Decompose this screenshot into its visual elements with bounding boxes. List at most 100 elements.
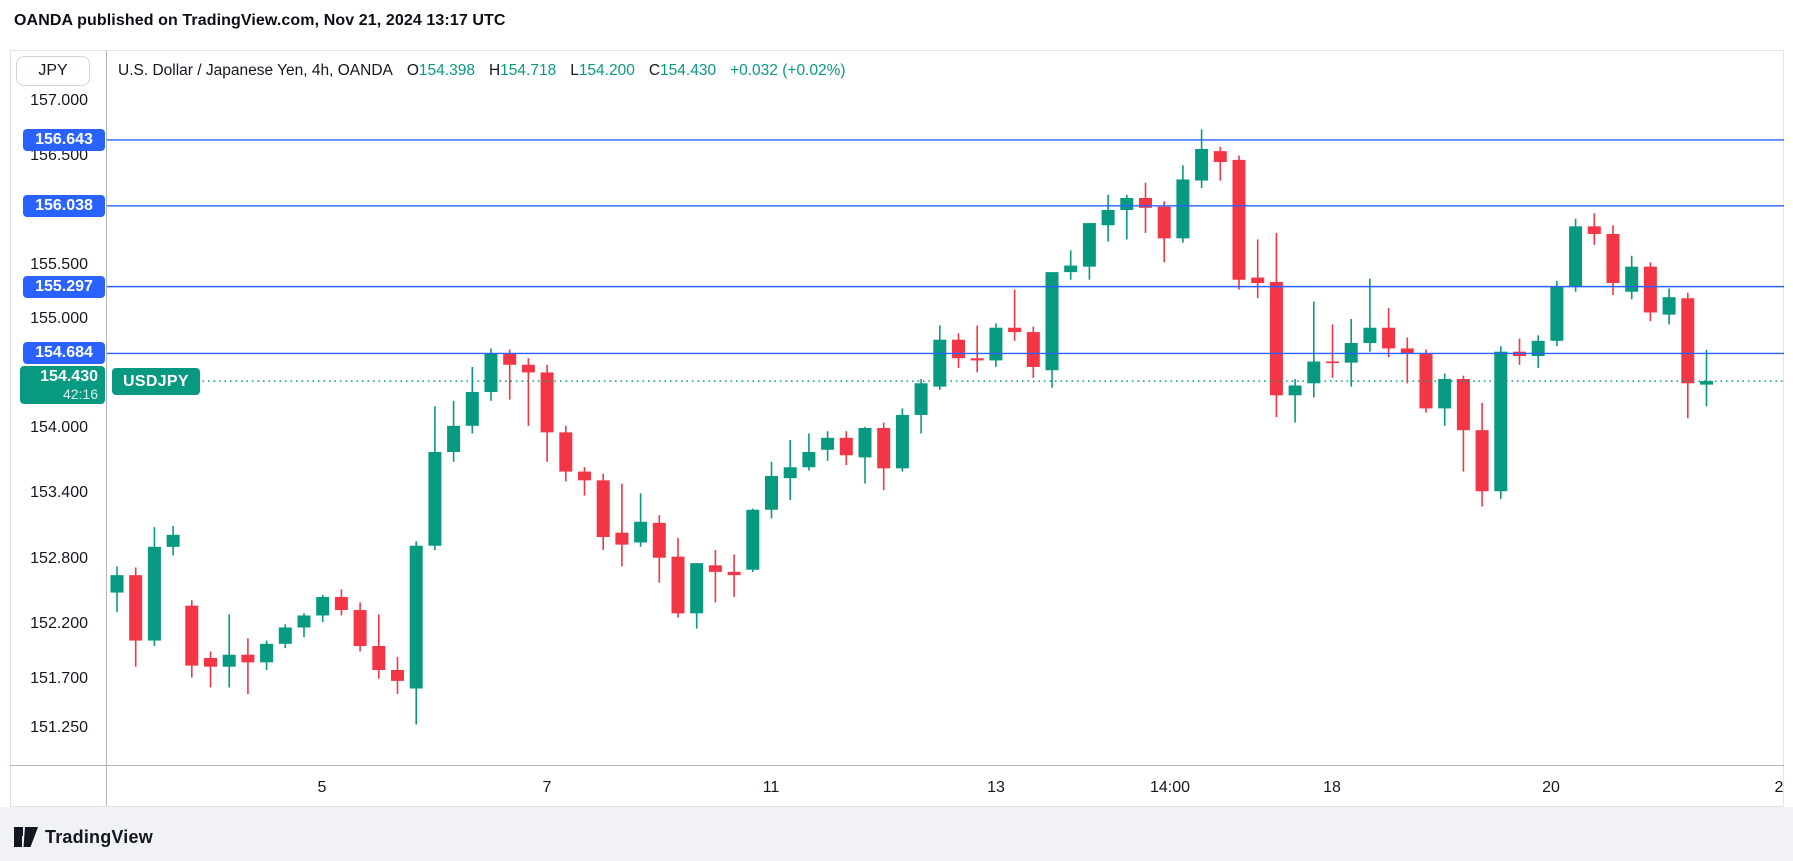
time-tick: 20 bbox=[1542, 779, 1560, 796]
candle-body bbox=[1251, 277, 1265, 284]
candle-body bbox=[1456, 378, 1470, 431]
time-tick: 11 bbox=[762, 779, 780, 796]
candle-body bbox=[1082, 223, 1096, 267]
candle-body bbox=[278, 627, 292, 644]
candle-body bbox=[1643, 266, 1657, 313]
candle-body bbox=[222, 654, 236, 667]
ohlc-high: H 154.718 bbox=[488, 62, 557, 79]
candle-body bbox=[297, 615, 311, 628]
price-tick: 152.800 bbox=[30, 549, 88, 567]
candle-body bbox=[185, 605, 199, 666]
bottom-strip bbox=[0, 807, 1793, 861]
candle-body bbox=[802, 451, 816, 468]
attribution-text: OANDA published on TradingView.com, Nov … bbox=[14, 12, 506, 29]
candle-body bbox=[690, 563, 704, 614]
candle-body bbox=[1363, 327, 1377, 343]
candle-body bbox=[391, 669, 404, 681]
candle-body bbox=[1494, 351, 1508, 492]
candle-body bbox=[484, 353, 498, 393]
candle-body bbox=[821, 437, 835, 450]
candle-body bbox=[129, 575, 143, 641]
time-tick: 5 bbox=[317, 779, 327, 796]
candle-body bbox=[708, 565, 722, 572]
candle-body bbox=[353, 610, 367, 646]
candle-body bbox=[521, 364, 535, 373]
candle-body bbox=[1195, 148, 1209, 181]
candle-body bbox=[447, 425, 461, 452]
candle-body bbox=[1326, 361, 1339, 364]
candle-body bbox=[671, 556, 685, 614]
candle-body bbox=[465, 392, 479, 426]
candle-body bbox=[334, 596, 348, 611]
candle-body bbox=[1269, 281, 1283, 396]
candle-body bbox=[877, 428, 891, 469]
candle-body bbox=[1625, 266, 1639, 292]
candle-body bbox=[409, 545, 423, 689]
price-level-badge: 155.297 bbox=[23, 275, 105, 298]
candle-body bbox=[1045, 272, 1059, 371]
candle-body bbox=[540, 372, 554, 433]
time-axis-border bbox=[10, 765, 1784, 766]
candle-body bbox=[204, 657, 217, 667]
candle-body bbox=[260, 643, 274, 663]
candle-body bbox=[839, 437, 853, 456]
price-tick: 155.500 bbox=[30, 255, 88, 273]
candle-body bbox=[1064, 265, 1078, 273]
price-tick: 157.000 bbox=[30, 92, 88, 109]
candle-body bbox=[1606, 233, 1620, 284]
candle-body bbox=[110, 575, 124, 593]
price-level-badge: 156.038 bbox=[23, 194, 105, 217]
candle-body bbox=[1681, 298, 1695, 384]
candle-body bbox=[428, 451, 442, 546]
candle-body bbox=[1475, 430, 1489, 492]
time-tick: 13 bbox=[987, 779, 1005, 796]
time-tick: 14:00 bbox=[1149, 779, 1191, 796]
candle-body bbox=[1008, 327, 1022, 333]
candle-body bbox=[1026, 332, 1040, 367]
candle-body bbox=[372, 646, 386, 670]
candle-body bbox=[1213, 151, 1227, 163]
candle-body bbox=[316, 596, 330, 616]
candle-body bbox=[1662, 297, 1676, 315]
candle-body bbox=[1587, 226, 1601, 234]
candle-body bbox=[166, 534, 180, 547]
time-tick: 2 bbox=[1774, 779, 1784, 796]
candle-body bbox=[615, 532, 629, 545]
candle-body bbox=[596, 480, 610, 537]
time-tick: 7 bbox=[542, 779, 552, 796]
candle-body bbox=[783, 467, 797, 479]
ohlc-low: L 154.200 bbox=[570, 62, 635, 79]
candle-body bbox=[147, 546, 161, 641]
price-axis-border bbox=[106, 51, 107, 806]
tradingview-logo-text: TradingView bbox=[45, 826, 153, 847]
tradingview-logo[interactable]: TradingView bbox=[14, 826, 153, 848]
current-price-badge: 154.430 42:16 bbox=[20, 366, 105, 405]
price-tick: 151.700 bbox=[30, 669, 88, 687]
candle-body bbox=[933, 339, 947, 387]
current-price-value: 154.430 bbox=[40, 368, 98, 386]
candle-body bbox=[1531, 340, 1545, 357]
price-tick: 153.400 bbox=[30, 484, 88, 502]
time-tick: 18 bbox=[1323, 779, 1341, 796]
candle-body bbox=[914, 383, 928, 415]
candle-body bbox=[1307, 361, 1321, 384]
candle-body bbox=[1569, 226, 1583, 287]
candle-body bbox=[989, 327, 1003, 361]
candle-body bbox=[241, 654, 255, 663]
ohlc-close: C 154.430 bbox=[648, 62, 717, 79]
candle-body bbox=[1288, 385, 1302, 396]
candle-body bbox=[1176, 179, 1190, 239]
price-tick: 155.000 bbox=[30, 310, 88, 327]
chart-title[interactable]: U.S. Dollar / Japanese Yen, 4h, OANDA bbox=[118, 62, 393, 79]
candle-body bbox=[1139, 198, 1152, 208]
candle-body bbox=[578, 471, 591, 481]
price-tick: 151.250 bbox=[30, 718, 88, 736]
symbol-price-line-label: USDJPY bbox=[112, 368, 200, 396]
candle-body bbox=[970, 358, 984, 361]
candle-body bbox=[1120, 198, 1134, 210]
symbol-chip-jpy[interactable]: JPY bbox=[16, 56, 90, 86]
candle-body bbox=[1550, 286, 1564, 341]
candle-body bbox=[858, 428, 872, 458]
